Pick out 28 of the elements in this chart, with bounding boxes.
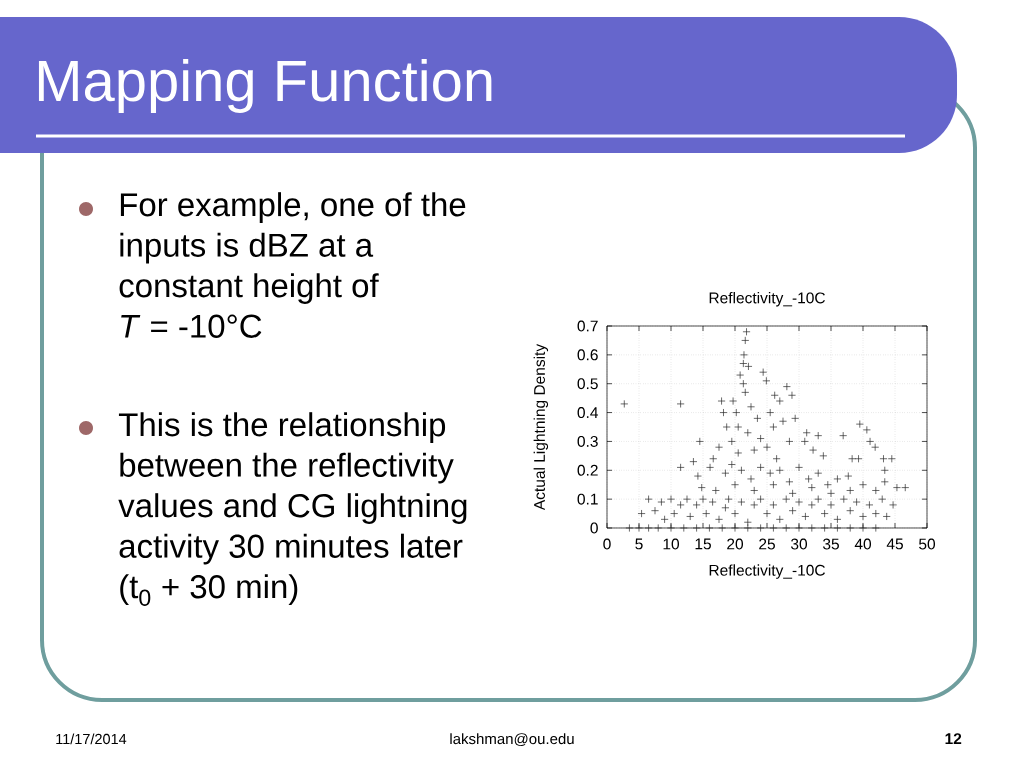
x-tick-label: 20 <box>727 538 744 550</box>
y-tick-label: 0 <box>590 522 598 534</box>
text: lakshman@ou.edu <box>450 733 574 747</box>
y-tick-label: 0.2 <box>577 464 598 476</box>
x-tick-label: 45 <box>886 538 903 550</box>
x-tick-label: 0 <box>603 538 611 550</box>
x-tick-label: 15 <box>695 538 711 550</box>
y-axis-title: Actual Lightning Density <box>533 343 549 511</box>
x-tick-label: 35 <box>822 538 839 550</box>
x-tick-label: 30 <box>790 538 808 550</box>
y-tick-label: 0.3 <box>577 435 598 447</box>
text: This is the relationship between the reflectivity values and CG lightning activity 30 minutes later (t$_{0}$ + 30 min) <box>118 412 467 606</box>
x-tick-label: 25 <box>759 538 775 550</box>
y-tick-label: 0.4 <box>577 407 599 419</box>
y-tick-label: 0.1 <box>577 493 598 505</box>
chart-title: Mapping Function <box>38 58 492 114</box>
text: For example, one of the inputs is dBZ at a constant height of T = -10°C <box>119 192 466 338</box>
x-tick-label: 10 <box>663 538 680 550</box>
chart-subtitle: Reflectivity_-10C <box>709 292 825 307</box>
x-tick-label: 50 <box>919 538 936 550</box>
y-tick-label: 0.7 <box>577 320 598 332</box>
text: 12 <box>945 733 962 744</box>
x-tick-label: 40 <box>854 538 872 550</box>
x-tick-label: 5 <box>635 538 643 550</box>
y-tick-label: 0.5 <box>577 378 598 390</box>
text: 11/17/2014 <box>56 733 127 745</box>
x-axis-title: Reflectivity_-10C <box>709 564 825 579</box>
y-tick-label: 0.6 <box>577 349 598 361</box>
